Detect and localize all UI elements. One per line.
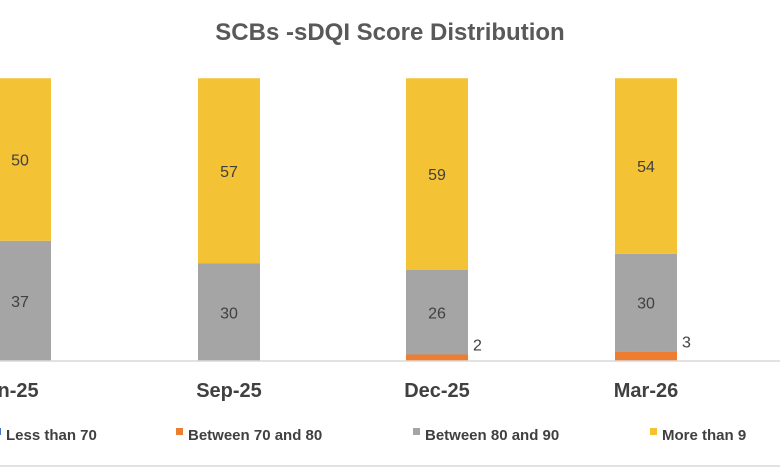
data-labels: 37 50 30 57 2 26 59 3 30 54 (11, 153, 691, 355)
legend-swatch-0 (0, 428, 1, 435)
bar-segment-2-1 (406, 354, 468, 361)
legend-label-1: Between 70 and 80 (188, 427, 322, 444)
bars-group (0, 78, 677, 361)
legend-swatch-2 (413, 428, 420, 435)
category-label-2: Dec-25 (404, 380, 470, 402)
bar-segment-1-3 (198, 78, 260, 264)
data-label-5: 26 (428, 305, 446, 322)
category-label-0: un-25 (0, 380, 39, 402)
category-label-1: Sep-25 (196, 380, 262, 402)
data-label-2: 30 (220, 305, 238, 322)
legend-label-0: Less than 70 (6, 427, 97, 444)
legend: Less than 70 Between 70 and 80 Between 80 … (0, 427, 746, 444)
data-label-6: 59 (428, 167, 446, 184)
bar-segment-3-3 (615, 78, 677, 254)
bar-segment-2-2 (406, 270, 468, 355)
category-labels: un-25 Sep-25 Dec-25 Mar-26 (0, 380, 678, 402)
category-label-3: Mar-26 (614, 380, 678, 402)
legend-label-2: Between 80 and 90 (425, 427, 559, 444)
legend-swatch-3 (650, 428, 657, 435)
bar-segment-2-3 (406, 78, 468, 270)
bar-segment-0-2 (0, 240, 51, 361)
legend-swatch-1 (176, 428, 183, 435)
data-label-3: 57 (220, 164, 238, 181)
data-label-9: 54 (637, 159, 655, 176)
bar-segment-1-2 (198, 263, 260, 361)
data-label-1: 50 (11, 153, 29, 170)
bar-segment-3-2 (615, 253, 677, 352)
legend-label-3: More than 9 (662, 427, 746, 444)
bar-segment-3-1 (615, 351, 677, 361)
data-label-8: 30 (637, 296, 655, 313)
data-label-0: 37 (11, 294, 29, 311)
data-label-4: 2 (473, 338, 482, 355)
bar-segment-0-3 (0, 78, 51, 241)
data-label-7: 3 (682, 334, 691, 351)
chart-title: SCBs -sDQI Score Distribution (215, 19, 564, 46)
